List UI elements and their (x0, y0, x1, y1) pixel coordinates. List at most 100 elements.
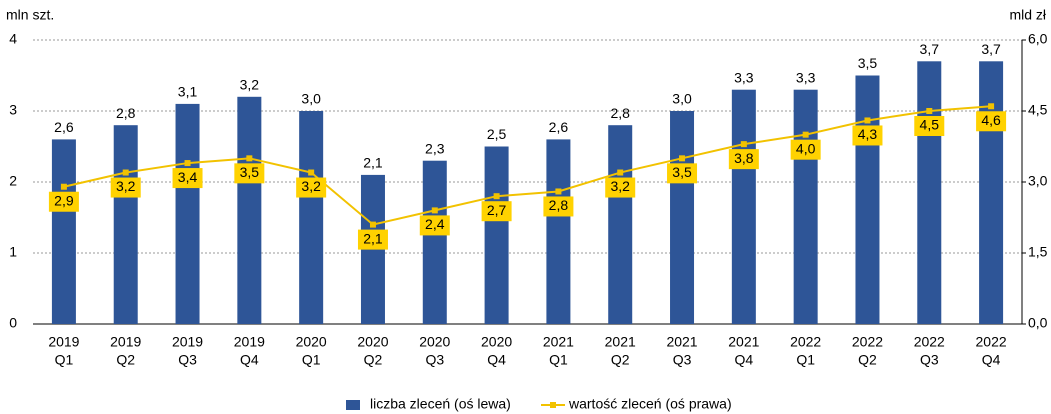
x-tick-label: 2020 (296, 334, 327, 350)
line-marker (184, 160, 191, 167)
y2-tick-label: 0,0 (1028, 315, 1048, 331)
value-label-box (234, 163, 265, 184)
value-label-box (852, 125, 883, 146)
y-tick-label: 2 (9, 173, 17, 189)
bar-value-label: 3,7 (920, 41, 940, 57)
y2-tick-label: 3,0 (1028, 173, 1048, 189)
line (63, 105, 992, 226)
value-label-box (790, 139, 821, 160)
line-value-label: 3,4 (178, 169, 198, 185)
x-tick-label: 2019 (48, 334, 79, 350)
line-value-label: 4,3 (858, 126, 878, 142)
y2-tick-label: 4,5 (1028, 102, 1048, 118)
x-tick-label: 2021 (666, 334, 697, 350)
x-tick-label: Q2 (116, 352, 135, 368)
bar-value-label: 3,3 (734, 69, 754, 85)
x-tick-label: 2022 (914, 334, 945, 350)
x-tick-label: 2021 (605, 334, 636, 350)
bar (917, 61, 942, 325)
x-tick-label: Q3 (673, 352, 692, 368)
bar-value-label: 2,5 (487, 126, 507, 142)
x-tick-label: Q3 (178, 352, 197, 368)
y-tick-label: 4 (9, 31, 17, 47)
x-tick-label: 2021 (728, 334, 759, 350)
line-marker (308, 169, 315, 176)
line-marker (369, 221, 376, 228)
bar (731, 89, 756, 324)
x-tick-label: Q4 (240, 352, 259, 368)
x-tick-label: Q3 (425, 352, 444, 368)
x-tick-label: 2019 (110, 334, 141, 350)
line-marker (60, 183, 67, 190)
y2-tick-label: 1,5 (1028, 244, 1048, 260)
line-value-label: 3,8 (734, 150, 754, 166)
value-label-box (667, 163, 698, 184)
x-tick-label: Q2 (611, 352, 630, 368)
value-label-box (605, 177, 636, 198)
value-label-box (48, 191, 79, 212)
x-tick-label: 2022 (790, 334, 821, 350)
line-value-label: 2,9 (54, 192, 74, 208)
line-value-label: 2,4 (425, 216, 445, 232)
line-marker (246, 155, 253, 162)
line-value-label: 2,8 (549, 197, 569, 213)
value-label-box (481, 201, 512, 222)
x-tick-label: Q1 (55, 352, 74, 368)
bar (299, 111, 324, 324)
line-value-label: 3,2 (116, 178, 136, 194)
bar (113, 125, 138, 324)
line-value-label: 3,2 (301, 178, 321, 194)
bar-value-label: 2,8 (116, 105, 136, 121)
bar (484, 146, 509, 324)
bar-value-label: 3,5 (858, 55, 878, 71)
bar-value-label: 3,2 (240, 77, 260, 93)
bar (979, 61, 1004, 325)
bar-value-label: 3,3 (796, 69, 816, 85)
line-value-label: 4,6 (981, 112, 1001, 128)
bar-value-label: 3,0 (301, 91, 321, 107)
line-marker (555, 188, 562, 195)
bar-value-label: 2,1 (363, 155, 383, 171)
bar (855, 75, 880, 324)
line-marker (493, 193, 500, 200)
y-tick-label: 0 (9, 315, 17, 331)
bar (608, 125, 633, 324)
line-value-label: 3,2 (610, 178, 630, 194)
value-label-box (543, 196, 574, 217)
y-tick-label: 3 (9, 102, 17, 118)
line-value-label: 2,7 (487, 202, 507, 218)
bar-value-label: 3,7 (981, 41, 1001, 57)
line-value-label: 3,5 (240, 164, 260, 180)
line-value-label: 3,5 (672, 164, 692, 180)
value-label-box (976, 111, 1007, 132)
value-label-box (110, 177, 141, 198)
value-label-box (419, 215, 450, 236)
bar-value-label: 2,8 (610, 105, 630, 121)
line-value-label: 4,0 (796, 140, 816, 156)
legend-swatch (346, 400, 360, 410)
bar (793, 89, 818, 324)
x-tick-label: 2021 (543, 334, 574, 350)
line-marker (740, 141, 747, 148)
x-tick-label: 2020 (357, 334, 388, 350)
bar-value-label: 2,6 (549, 119, 569, 135)
line-value-label: 2,1 (363, 230, 383, 246)
x-tick-label: 2019 (234, 334, 265, 350)
bar (237, 96, 262, 324)
bar-value-label: 2,6 (54, 119, 74, 135)
x-tick-label: Q1 (549, 352, 568, 368)
line-marker (431, 207, 438, 214)
legend-label: liczba zleceń (oś lewa) (370, 396, 511, 412)
x-tick-label: Q1 (796, 352, 815, 368)
x-tick-label: Q3 (920, 352, 939, 368)
line-value-label: 4,5 (920, 117, 940, 133)
value-label-box (172, 168, 203, 189)
bar (51, 139, 76, 324)
x-tick-label: Q2 (364, 352, 383, 368)
value-label-box (728, 149, 759, 170)
line-marker (802, 131, 809, 138)
x-tick-label: Q4 (982, 352, 1001, 368)
legend-label: wartość zleceń (oś prawa) (568, 396, 732, 412)
value-label-box (296, 177, 327, 198)
